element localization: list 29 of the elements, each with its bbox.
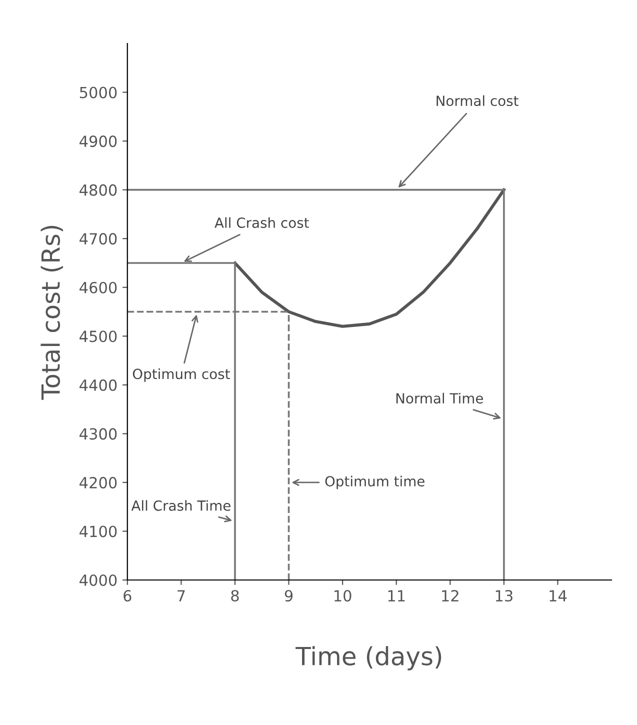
y-tick-label: 4800 [80,184,117,196]
x-tick-label: 6 [124,590,132,602]
x-tick-label: 11 [388,590,405,602]
y-tick-label: 5000 [80,86,117,98]
annotation: Normal Time [396,392,483,404]
x-tick-label: 12 [442,590,458,602]
annotation: All Crash cost [214,217,309,228]
annotation: All Crash Time [131,500,230,511]
x-tick-label: 9 [284,590,293,602]
x-tick-label: 14 [550,590,567,602]
y-tick-label: 4600 [80,282,117,294]
x-tick-label: 7 [178,590,185,602]
x-tick-label: 8 [231,590,239,602]
y-tick-label: 4000 [80,574,117,586]
y-tick-label: 4300 [80,428,117,440]
y-tick-label: 4400 [80,379,117,391]
annotation: Optimum time [325,476,424,490]
y-tick-label: 4100 [80,526,117,538]
y-tick-label: 4700 [80,233,117,245]
line-series [233,188,506,328]
x-axis-title: Time (days) [296,646,442,670]
x-tick-label: 13 [496,590,512,602]
y-tick-label: 4900 [80,136,117,148]
y-tick-label: 4500 [80,330,117,342]
y-tick-label: 4200 [80,476,117,488]
annotation: Normal cost [436,95,518,106]
y-axis-title: Total cost (Rs) [40,226,64,400]
annotation: Optimum cost [132,368,230,382]
x-tick-label: 10 [334,590,352,602]
